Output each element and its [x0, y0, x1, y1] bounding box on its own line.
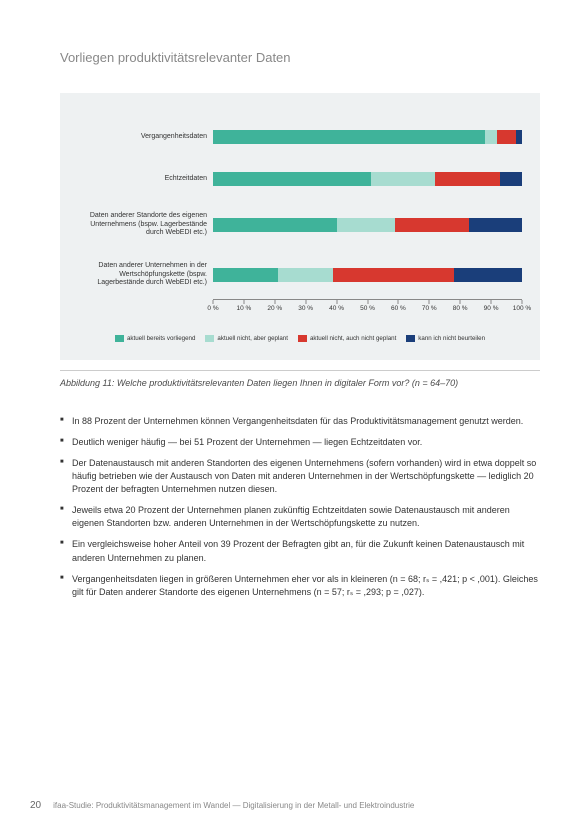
bar-stack	[213, 218, 522, 232]
legend-label: kann ich nicht beurteilen	[418, 335, 485, 342]
figure-caption: Abbildung 11: Welche produktivitätsrelev…	[60, 370, 540, 389]
bar-segment	[395, 218, 469, 232]
tick-label: 30 %	[298, 305, 313, 312]
bar-segment	[500, 172, 522, 186]
chart-container: Vergangenheitsdaten Echtzeitdaten Daten an…	[60, 93, 540, 360]
bullet-item: Deutlich weniger häufig — bei 51 Prozent…	[60, 436, 540, 449]
bar-label: Echtzeitdaten	[78, 175, 213, 184]
chart-row: Echtzeitdaten	[78, 165, 522, 193]
tick-label: 40 %	[329, 305, 344, 312]
legend-item: aktuell bereits vorliegend	[115, 335, 195, 342]
legend-item: aktuell nicht, auch nicht geplant	[298, 335, 396, 342]
tick-label: 70 %	[422, 305, 437, 312]
tick-label: 0 %	[207, 305, 218, 312]
bar-segment	[213, 218, 337, 232]
page-footer: 20 ifaa-Studie: Produktivitätsmanagement…	[30, 800, 540, 811]
bar-segment	[516, 130, 522, 144]
bar-segment	[435, 172, 500, 186]
footer-text: ifaa-Studie: Produktivitätsmanagement im…	[53, 801, 414, 810]
bar-segment	[213, 130, 485, 144]
x-axis: 0 %10 %20 %30 %40 %50 %60 %70 %80 %90 %1…	[78, 299, 522, 317]
tick-label: 20 %	[267, 305, 282, 312]
bar-segment	[497, 130, 516, 144]
tick-label: 80 %	[453, 305, 468, 312]
bar-segment	[485, 130, 497, 144]
bar-segment	[469, 218, 522, 232]
bar-segment	[371, 172, 436, 186]
chart-row: Daten anderer Unternehmen in der Wertsch…	[78, 257, 522, 293]
bar-segment	[213, 268, 278, 282]
bar-segment	[213, 172, 371, 186]
legend-swatch	[298, 335, 307, 342]
page-number: 20	[30, 800, 41, 811]
bullet-item: Der Datenaustausch mit anderen Standorte…	[60, 457, 540, 496]
chart-row: Vergangenheitsdaten	[78, 123, 522, 151]
bar-stack	[213, 130, 522, 144]
legend-swatch	[115, 335, 124, 342]
bar-label: Daten anderer Unternehmen in der Wertsch…	[78, 262, 213, 288]
legend-label: aktuell nicht, aber geplant	[217, 335, 288, 342]
legend-label: aktuell bereits vorliegend	[127, 335, 195, 342]
tick-label: 50 %	[360, 305, 375, 312]
page-title: Vorliegen produktivitätsrelevanter Daten	[60, 50, 540, 65]
bullet-item: In 88 Prozent der Unternehmen können Ver…	[60, 415, 540, 428]
chart-row: Daten anderer Standorte des eigenen Unte…	[78, 207, 522, 243]
bar-stack	[213, 172, 522, 186]
bar-stack	[213, 268, 522, 282]
chart-legend: aktuell bereits vorliegend aktuell nicht,…	[78, 335, 522, 342]
bullet-item: Vergangenheitsdaten liegen in größeren U…	[60, 573, 540, 599]
bullet-item: Jeweils etwa 20 Prozent der Unternehmen …	[60, 504, 540, 530]
tick-label: 10 %	[236, 305, 251, 312]
bar-segment	[333, 268, 454, 282]
bar-segment	[454, 268, 522, 282]
tick-label: 60 %	[391, 305, 406, 312]
tick-label: 90 %	[484, 305, 499, 312]
legend-item: kann ich nicht beurteilen	[406, 335, 485, 342]
bullet-item: Ein vergleichsweise hoher Anteil von 39 …	[60, 538, 540, 564]
bar-label: Vergangenheitsdaten	[78, 133, 213, 142]
bar-segment	[337, 218, 396, 232]
legend-swatch	[406, 335, 415, 342]
bullet-list: In 88 Prozent der Unternehmen können Ver…	[60, 415, 540, 599]
bar-segment	[278, 268, 334, 282]
legend-swatch	[205, 335, 214, 342]
bar-label: Daten anderer Standorte des eigenen Unte…	[78, 212, 213, 238]
legend-label: aktuell nicht, auch nicht geplant	[310, 335, 396, 342]
legend-item: aktuell nicht, aber geplant	[205, 335, 288, 342]
tick-label: 100 %	[513, 305, 531, 312]
